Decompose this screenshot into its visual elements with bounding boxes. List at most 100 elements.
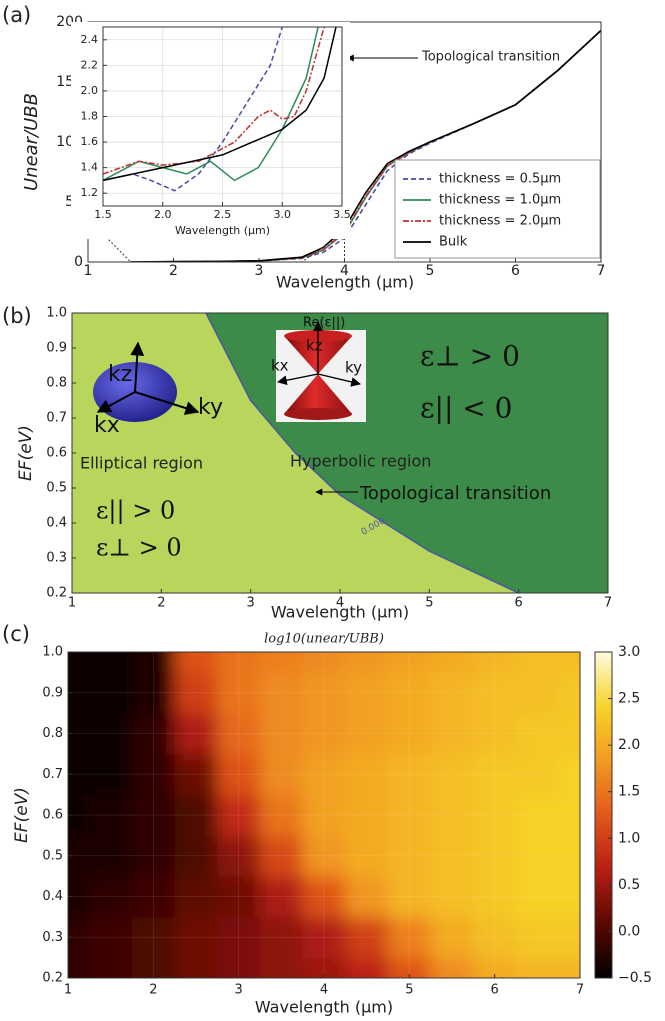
heat-cell [388,876,432,918]
heat-cell [302,713,346,755]
heat-cell [430,753,474,796]
y-tick-label: 0.2 [42,971,63,986]
heat-cell [302,835,346,877]
heat-cell [345,916,389,959]
annotation: ε|| < 0 [420,392,512,425]
heat-cell [217,916,261,959]
k-axis-arrow [277,373,319,386]
annotation: Topological transition [421,50,560,65]
heat-cell [89,876,133,918]
heat-cell [260,876,304,918]
heat-cell [68,957,90,978]
heat-cell [430,672,474,714]
series-line [103,27,325,175]
heatmap-clip [68,652,580,978]
heat-cell [217,713,261,755]
heat-cell [558,794,580,836]
k-axis-arrow [96,391,136,413]
y-tick-label: 0.6 [46,446,67,461]
x-tick-label: 2 [169,263,178,279]
chart-title: log10(unear/UBB) [264,632,384,647]
annotation: ε⊥ > 0 [96,534,182,562]
legend-label: Bulk [439,235,468,250]
y-tick-label: 2.0 [81,84,99,97]
heat-cell [217,957,261,978]
y-tick-label: 0.8 [42,726,63,741]
series-line [205,312,520,594]
heat-cell [388,652,432,673]
y-axis-title: EF(eV) [16,425,36,481]
colorbar-label: 2.0 [618,737,640,753]
heat-cell [68,652,90,673]
y-tick-label: 2.2 [81,58,99,71]
colorbar-label: −0.5 [618,970,652,986]
y-tick-label: 1.0 [42,645,63,660]
heat-cell [345,713,389,755]
annotation: kz [108,362,132,387]
y-tick-label: 1.4 [81,161,99,174]
panel-c: (c) log10(unear/UBB) 1 2 3 4 5 6 7 0.2 0.3 0.4 0.5 0.… [2,622,652,1017]
heat-cell [68,713,90,755]
x-tick-label: 2.0 [154,208,172,221]
heat-cell [302,957,346,978]
region-label: Elliptical region [80,454,203,473]
y-tick-label: 0.2 [46,586,67,601]
x-tick-label: 3.0 [274,208,292,221]
heat-cell [558,835,580,877]
heat-cell [473,713,517,755]
heat-cell [430,916,474,959]
heat-cell [430,876,474,918]
x-tick-label: 4 [336,596,344,611]
series-line [103,27,319,182]
heat-cell [388,672,432,714]
legend-label: thickness = 0.5μm [439,172,561,187]
region-label: Hyperbolic region [290,452,431,471]
heat-cell [174,957,218,978]
heat-cell [68,876,90,918]
heat-cell [174,876,218,918]
y-tick-label: 0.7 [42,767,63,782]
heat-cell [217,753,261,796]
heat-cell [516,957,560,978]
heat-cell [68,835,90,877]
heat-cell [132,876,176,918]
heat-cell [174,916,218,959]
y-tick-label: 1.0 [46,306,67,321]
heat-cell [174,753,218,796]
annotation: Topological transition [359,483,551,504]
heat-cell [260,672,304,714]
heat-cell [132,713,176,755]
heat-cell [388,753,432,796]
y-tick-label: 2.4 [81,33,99,46]
heat-cell [473,753,517,796]
x-tick-label: 3 [247,596,255,611]
x-tick-label: 5 [405,983,413,998]
plot-frame [67,651,581,979]
x-tick-label: 3 [235,983,243,998]
heat-cell [217,876,261,918]
heat-cell [89,753,133,796]
x-tick-label: 6 [491,983,499,998]
heat-cell [430,713,474,755]
x-tick-label: 5 [425,596,433,611]
heat-cell [516,652,560,673]
panel-label: (c) [2,622,30,646]
annotation: kx [271,357,289,375]
series-line [103,27,337,182]
x-tick-label: 7 [576,983,584,998]
heat-cell [473,794,517,836]
y-tick-label: 0.5 [42,848,63,863]
heat-cell [473,957,517,978]
y-tick-label: 0.9 [42,685,63,700]
x-axis-title: Wavelength (μm) [271,603,409,622]
cone-rim [284,408,352,420]
heat-cell [89,835,133,877]
colorbar-label: 2.5 [618,691,640,707]
heat-cell [89,713,133,755]
y-tick-label: 0.6 [42,808,63,823]
inset-x-title: Wavelength (μm) [175,224,270,237]
y-tick-label: 0.3 [46,551,67,566]
heat-cell [558,957,580,978]
annotation: kx [94,413,120,438]
